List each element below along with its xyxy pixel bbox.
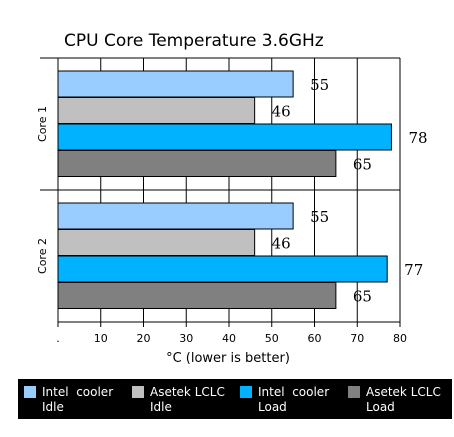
bar — [57, 97, 256, 124]
bar — [57, 150, 337, 177]
bar-value-label: 46 — [272, 235, 291, 253]
legend-label: Intel cooler Load — [258, 385, 333, 414]
x-tick-label: 40 — [222, 332, 236, 345]
x-tick-label: 70 — [350, 332, 364, 345]
bar-value-label: 65 — [353, 288, 372, 306]
bar — [57, 229, 256, 256]
chart-title: CPU Core Temperature 3.6GHz — [64, 31, 324, 51]
x-tick-label: . — [56, 332, 60, 345]
value-labels: 55 46 78 65 55 46 77 65 — [272, 76, 428, 306]
x-tick-label: 20 — [137, 332, 151, 345]
bar — [57, 255, 388, 283]
bar-value-label: 55 — [310, 76, 329, 94]
bar-value-label: 55 — [310, 208, 329, 226]
category-labels: Core 1 Core 2 — [36, 106, 49, 274]
x-tick-label: 30 — [179, 332, 193, 345]
category-label: Core 2 — [36, 238, 49, 274]
bar-value-label: 46 — [272, 103, 291, 121]
axes — [40, 57, 401, 327]
x-axis-label: °C (lower is better) — [166, 351, 290, 366]
x-tick-label: 10 — [94, 332, 108, 345]
x-tick-label: 80 — [393, 332, 407, 345]
legend-label: Intel cooler Idle — [42, 385, 117, 414]
legend-swatch — [348, 386, 360, 398]
x-tick-labels: . 10 20 30 40 50 60 70 80 — [56, 332, 407, 345]
bar — [57, 282, 337, 309]
legend: Intel cooler Idle Asetek LCLC Idle Intel c… — [18, 379, 452, 419]
legend-swatch — [240, 386, 252, 398]
bars — [57, 70, 392, 309]
bar — [57, 70, 294, 98]
bar-value-label: 78 — [408, 129, 427, 147]
legend-swatch — [132, 386, 144, 398]
bar-value-label: 65 — [353, 156, 372, 174]
x-tick-label: 50 — [265, 332, 279, 345]
x-tick-label: 60 — [308, 332, 322, 345]
bar — [57, 202, 294, 230]
legend-label: Asetek LCLC Idle — [150, 385, 229, 414]
category-label: Core 1 — [36, 106, 49, 142]
legend-label: Asetek LCLC Load — [366, 385, 445, 414]
bar-value-label: 77 — [404, 261, 423, 279]
bar — [57, 123, 392, 151]
legend-swatch — [24, 386, 36, 398]
chart: CPU Core Temperature 3.6GHz 55 46 78 65 55 46… — [36, 31, 428, 366]
